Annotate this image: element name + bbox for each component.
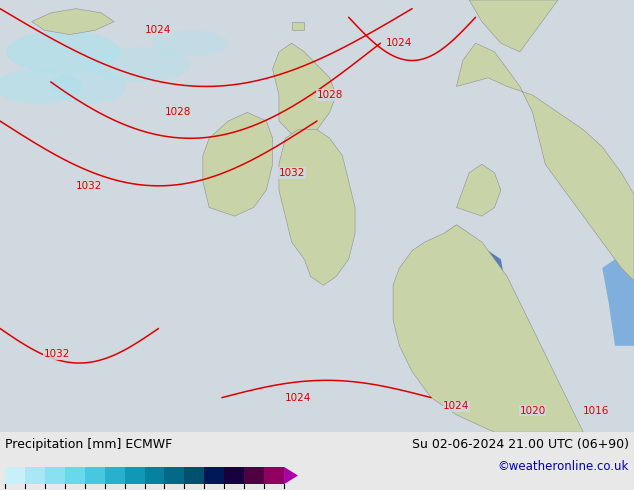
Text: ©weatheronline.co.uk: ©weatheronline.co.uk (498, 460, 629, 473)
Text: 1032: 1032 (75, 181, 102, 191)
Polygon shape (469, 251, 520, 406)
Bar (184, 467, 204, 484)
Ellipse shape (0, 69, 82, 104)
Polygon shape (273, 43, 336, 138)
Text: 1032: 1032 (278, 168, 305, 178)
Bar (85, 467, 105, 484)
Text: 1016: 1016 (583, 406, 609, 416)
Text: 1028: 1028 (316, 90, 343, 100)
Text: Precipitation [mm] ECMWF: Precipitation [mm] ECMWF (5, 438, 172, 451)
Ellipse shape (6, 30, 120, 74)
Polygon shape (469, 0, 558, 52)
Polygon shape (393, 225, 583, 432)
Text: 1032: 1032 (44, 349, 70, 359)
Polygon shape (32, 9, 114, 35)
Text: Su 02-06-2024 21.00 UTC (06+90): Su 02-06-2024 21.00 UTC (06+90) (412, 438, 629, 451)
Bar (45, 467, 65, 484)
Polygon shape (284, 467, 298, 484)
Polygon shape (456, 164, 501, 216)
Bar (65, 467, 85, 484)
Ellipse shape (152, 30, 228, 56)
Bar (125, 467, 145, 484)
Polygon shape (203, 112, 273, 216)
Bar (145, 467, 164, 484)
Bar (224, 467, 244, 484)
Text: 1024: 1024 (443, 401, 470, 411)
Text: 1024: 1024 (145, 25, 172, 35)
Bar (264, 467, 284, 484)
Ellipse shape (51, 69, 127, 104)
Text: 1028: 1028 (164, 107, 191, 118)
Text: 1024: 1024 (386, 38, 413, 48)
Polygon shape (279, 130, 355, 285)
Bar (5, 467, 25, 484)
Bar (204, 467, 224, 484)
Text: 1024: 1024 (285, 392, 311, 403)
Ellipse shape (89, 48, 190, 82)
Bar (25, 467, 45, 484)
Polygon shape (292, 22, 304, 30)
Text: 1020: 1020 (519, 406, 546, 416)
Bar (164, 467, 184, 484)
Polygon shape (437, 225, 533, 423)
Bar (244, 467, 264, 484)
Polygon shape (602, 259, 634, 346)
Bar (105, 467, 125, 484)
Polygon shape (456, 43, 634, 281)
